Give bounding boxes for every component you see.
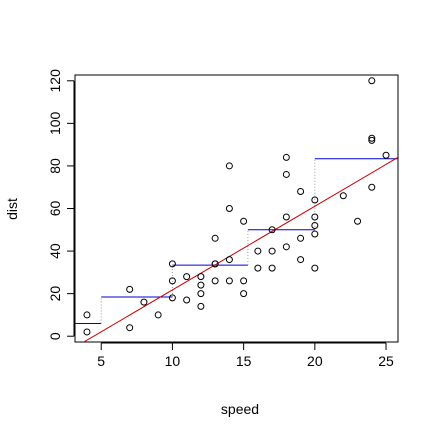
data-point bbox=[168, 277, 176, 285]
data-point bbox=[297, 234, 305, 242]
data-point bbox=[83, 328, 91, 336]
data-point bbox=[211, 277, 219, 285]
data-point bbox=[297, 256, 305, 264]
data-point bbox=[282, 170, 290, 178]
data-point bbox=[126, 285, 134, 293]
data-point bbox=[197, 281, 205, 289]
data-point bbox=[225, 277, 233, 285]
data-point bbox=[339, 192, 347, 200]
data-point bbox=[225, 256, 233, 264]
y-tick-label: 80 bbox=[47, 158, 63, 174]
y-tick-label: 60 bbox=[47, 201, 63, 217]
data-point bbox=[311, 196, 319, 204]
data-point bbox=[368, 77, 376, 85]
x-tick-label: 10 bbox=[165, 353, 181, 369]
points-layer bbox=[83, 77, 390, 336]
data-point bbox=[225, 162, 233, 170]
data-point bbox=[297, 187, 305, 195]
data-point bbox=[311, 222, 319, 230]
data-point bbox=[240, 277, 248, 285]
y-tick-label: 100 bbox=[47, 111, 63, 135]
y-tick-label: 40 bbox=[47, 243, 63, 259]
x-axis-label: speed bbox=[221, 401, 259, 417]
x-tick-label: 25 bbox=[378, 353, 394, 369]
data-point bbox=[183, 273, 191, 281]
data-point bbox=[311, 213, 319, 221]
data-point bbox=[268, 247, 276, 255]
data-point bbox=[254, 247, 262, 255]
data-point bbox=[211, 260, 219, 268]
data-point bbox=[168, 294, 176, 302]
y-tick-label: 0 bbox=[47, 332, 63, 340]
data-point bbox=[268, 226, 276, 234]
data-point bbox=[282, 213, 290, 221]
y-axis-label: dist bbox=[4, 198, 20, 220]
y-tick-label: 20 bbox=[47, 286, 63, 302]
y-axis: 0 20 40 60 80 100 120 bbox=[47, 69, 75, 340]
data-point bbox=[183, 296, 191, 304]
data-point bbox=[368, 183, 376, 191]
regression-layer bbox=[82, 156, 398, 342]
regression-line bbox=[82, 156, 398, 342]
data-point bbox=[268, 264, 276, 272]
data-point bbox=[254, 264, 262, 272]
plot-frame bbox=[74, 74, 399, 343]
data-point bbox=[126, 324, 134, 332]
data-point bbox=[311, 230, 319, 238]
data-point bbox=[154, 311, 162, 319]
data-point bbox=[382, 151, 390, 159]
data-point bbox=[282, 243, 290, 251]
y-tick-label: 120 bbox=[47, 69, 63, 93]
x-tick-label: 15 bbox=[236, 353, 252, 369]
data-point bbox=[240, 290, 248, 298]
data-point bbox=[282, 153, 290, 161]
data-point bbox=[197, 273, 205, 281]
data-point bbox=[354, 217, 362, 225]
data-point bbox=[197, 302, 205, 310]
data-point bbox=[197, 290, 205, 298]
x-axis: 5 10 15 20 25 bbox=[97, 342, 394, 369]
x-tick-label: 20 bbox=[307, 353, 323, 369]
data-point bbox=[225, 205, 233, 212]
step-layer bbox=[75, 158, 398, 324]
data-point bbox=[211, 234, 219, 242]
data-point bbox=[368, 136, 376, 144]
x-tick-label: 5 bbox=[97, 353, 105, 369]
data-point bbox=[368, 134, 376, 142]
data-point bbox=[311, 264, 319, 272]
data-point bbox=[83, 311, 91, 319]
data-point bbox=[240, 217, 248, 225]
data-point bbox=[140, 298, 148, 306]
data-point bbox=[168, 260, 176, 268]
